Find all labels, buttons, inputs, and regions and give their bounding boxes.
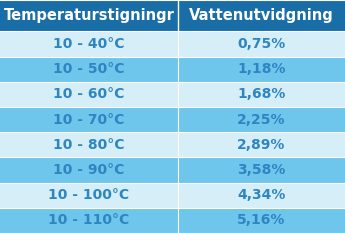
Text: 5,16%: 5,16%: [237, 213, 286, 227]
Text: 10 - 40°C: 10 - 40°C: [53, 37, 125, 51]
Text: 3,58%: 3,58%: [237, 163, 286, 177]
Bar: [0, 0, 345, 31]
Text: 10 - 100°C: 10 - 100°C: [48, 188, 129, 202]
Bar: [0, 132, 345, 158]
Text: 10 - 50°C: 10 - 50°C: [53, 62, 125, 76]
Text: 10 - 90°C: 10 - 90°C: [53, 163, 125, 177]
Text: 2,89%: 2,89%: [237, 138, 286, 152]
Bar: [0, 158, 345, 183]
Bar: [0, 31, 345, 57]
Text: 1,18%: 1,18%: [237, 62, 286, 76]
Bar: [0, 57, 345, 82]
Bar: [0, 107, 345, 132]
Text: 4,34%: 4,34%: [237, 188, 286, 202]
Text: 1,68%: 1,68%: [237, 87, 286, 101]
Text: Temperaturstigningr: Temperaturstigningr: [3, 8, 174, 23]
Text: 10 - 60°C: 10 - 60°C: [53, 87, 125, 101]
Text: 2,25%: 2,25%: [237, 113, 286, 127]
Text: 10 - 110°C: 10 - 110°C: [48, 213, 129, 227]
Bar: [0, 82, 345, 107]
Text: Vattenutvidgning: Vattenutvidgning: [189, 8, 334, 23]
Bar: [0, 208, 345, 233]
Text: 0,75%: 0,75%: [237, 37, 285, 51]
Text: 10 - 80°C: 10 - 80°C: [53, 138, 125, 152]
Bar: [0, 183, 345, 208]
Text: 10 - 70°C: 10 - 70°C: [53, 113, 125, 127]
